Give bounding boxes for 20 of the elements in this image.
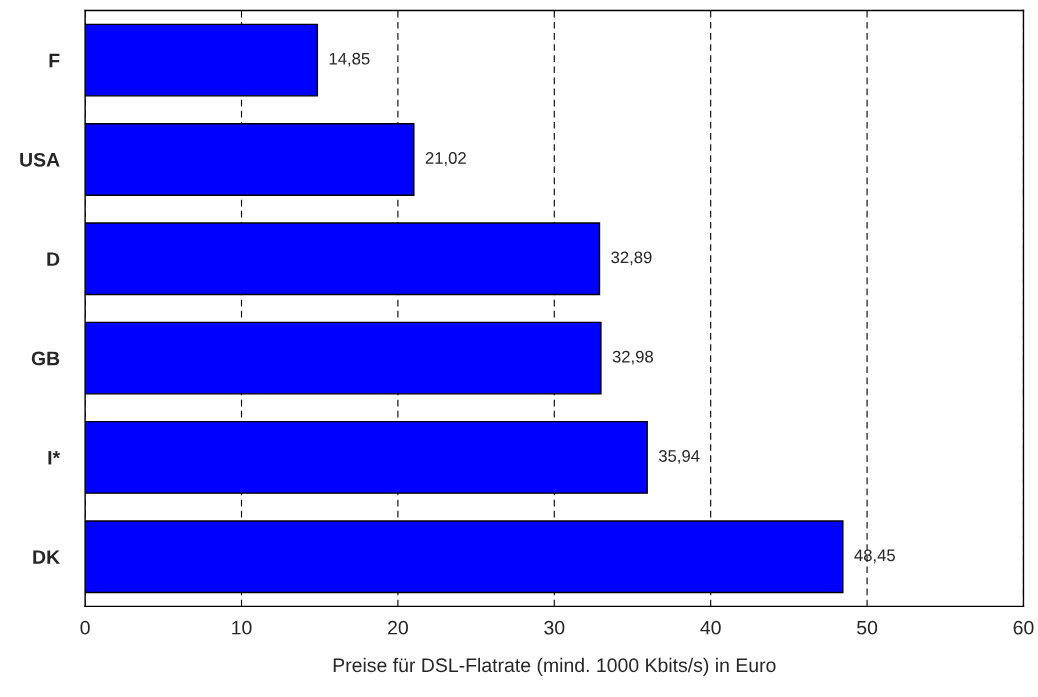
y-tick-label: USA bbox=[20, 152, 60, 167]
data-label: 35,94 bbox=[658, 450, 700, 464]
x-tick-label: 10 bbox=[232, 620, 252, 635]
x-tick-label: 20 bbox=[388, 620, 408, 635]
x-tick-label: 50 bbox=[857, 620, 878, 635]
data-label: 48,45 bbox=[854, 549, 895, 564]
data-label: 14,85 bbox=[329, 52, 370, 67]
y-tick-label: GB bbox=[31, 351, 60, 366]
x-tick-label: 30 bbox=[544, 620, 565, 635]
data-label: 32,89 bbox=[611, 251, 652, 266]
data-label: 32,98 bbox=[612, 350, 653, 365]
y-tick-label: I* bbox=[48, 451, 61, 465]
x-tick-label: 40 bbox=[700, 620, 721, 635]
y-tick-label: DK bbox=[33, 550, 60, 564]
y-tick-label: D bbox=[47, 252, 60, 266]
data-label: 21,02 bbox=[425, 152, 466, 166]
x-axis-title: Preise für DSL-Flatrate (mind. 1000 Kbits/s) in Euro bbox=[333, 657, 776, 676]
x-tick-label: 60 bbox=[1013, 620, 1034, 635]
x-tick-label: 0 bbox=[80, 620, 90, 635]
y-tick-label: F bbox=[49, 53, 60, 68]
